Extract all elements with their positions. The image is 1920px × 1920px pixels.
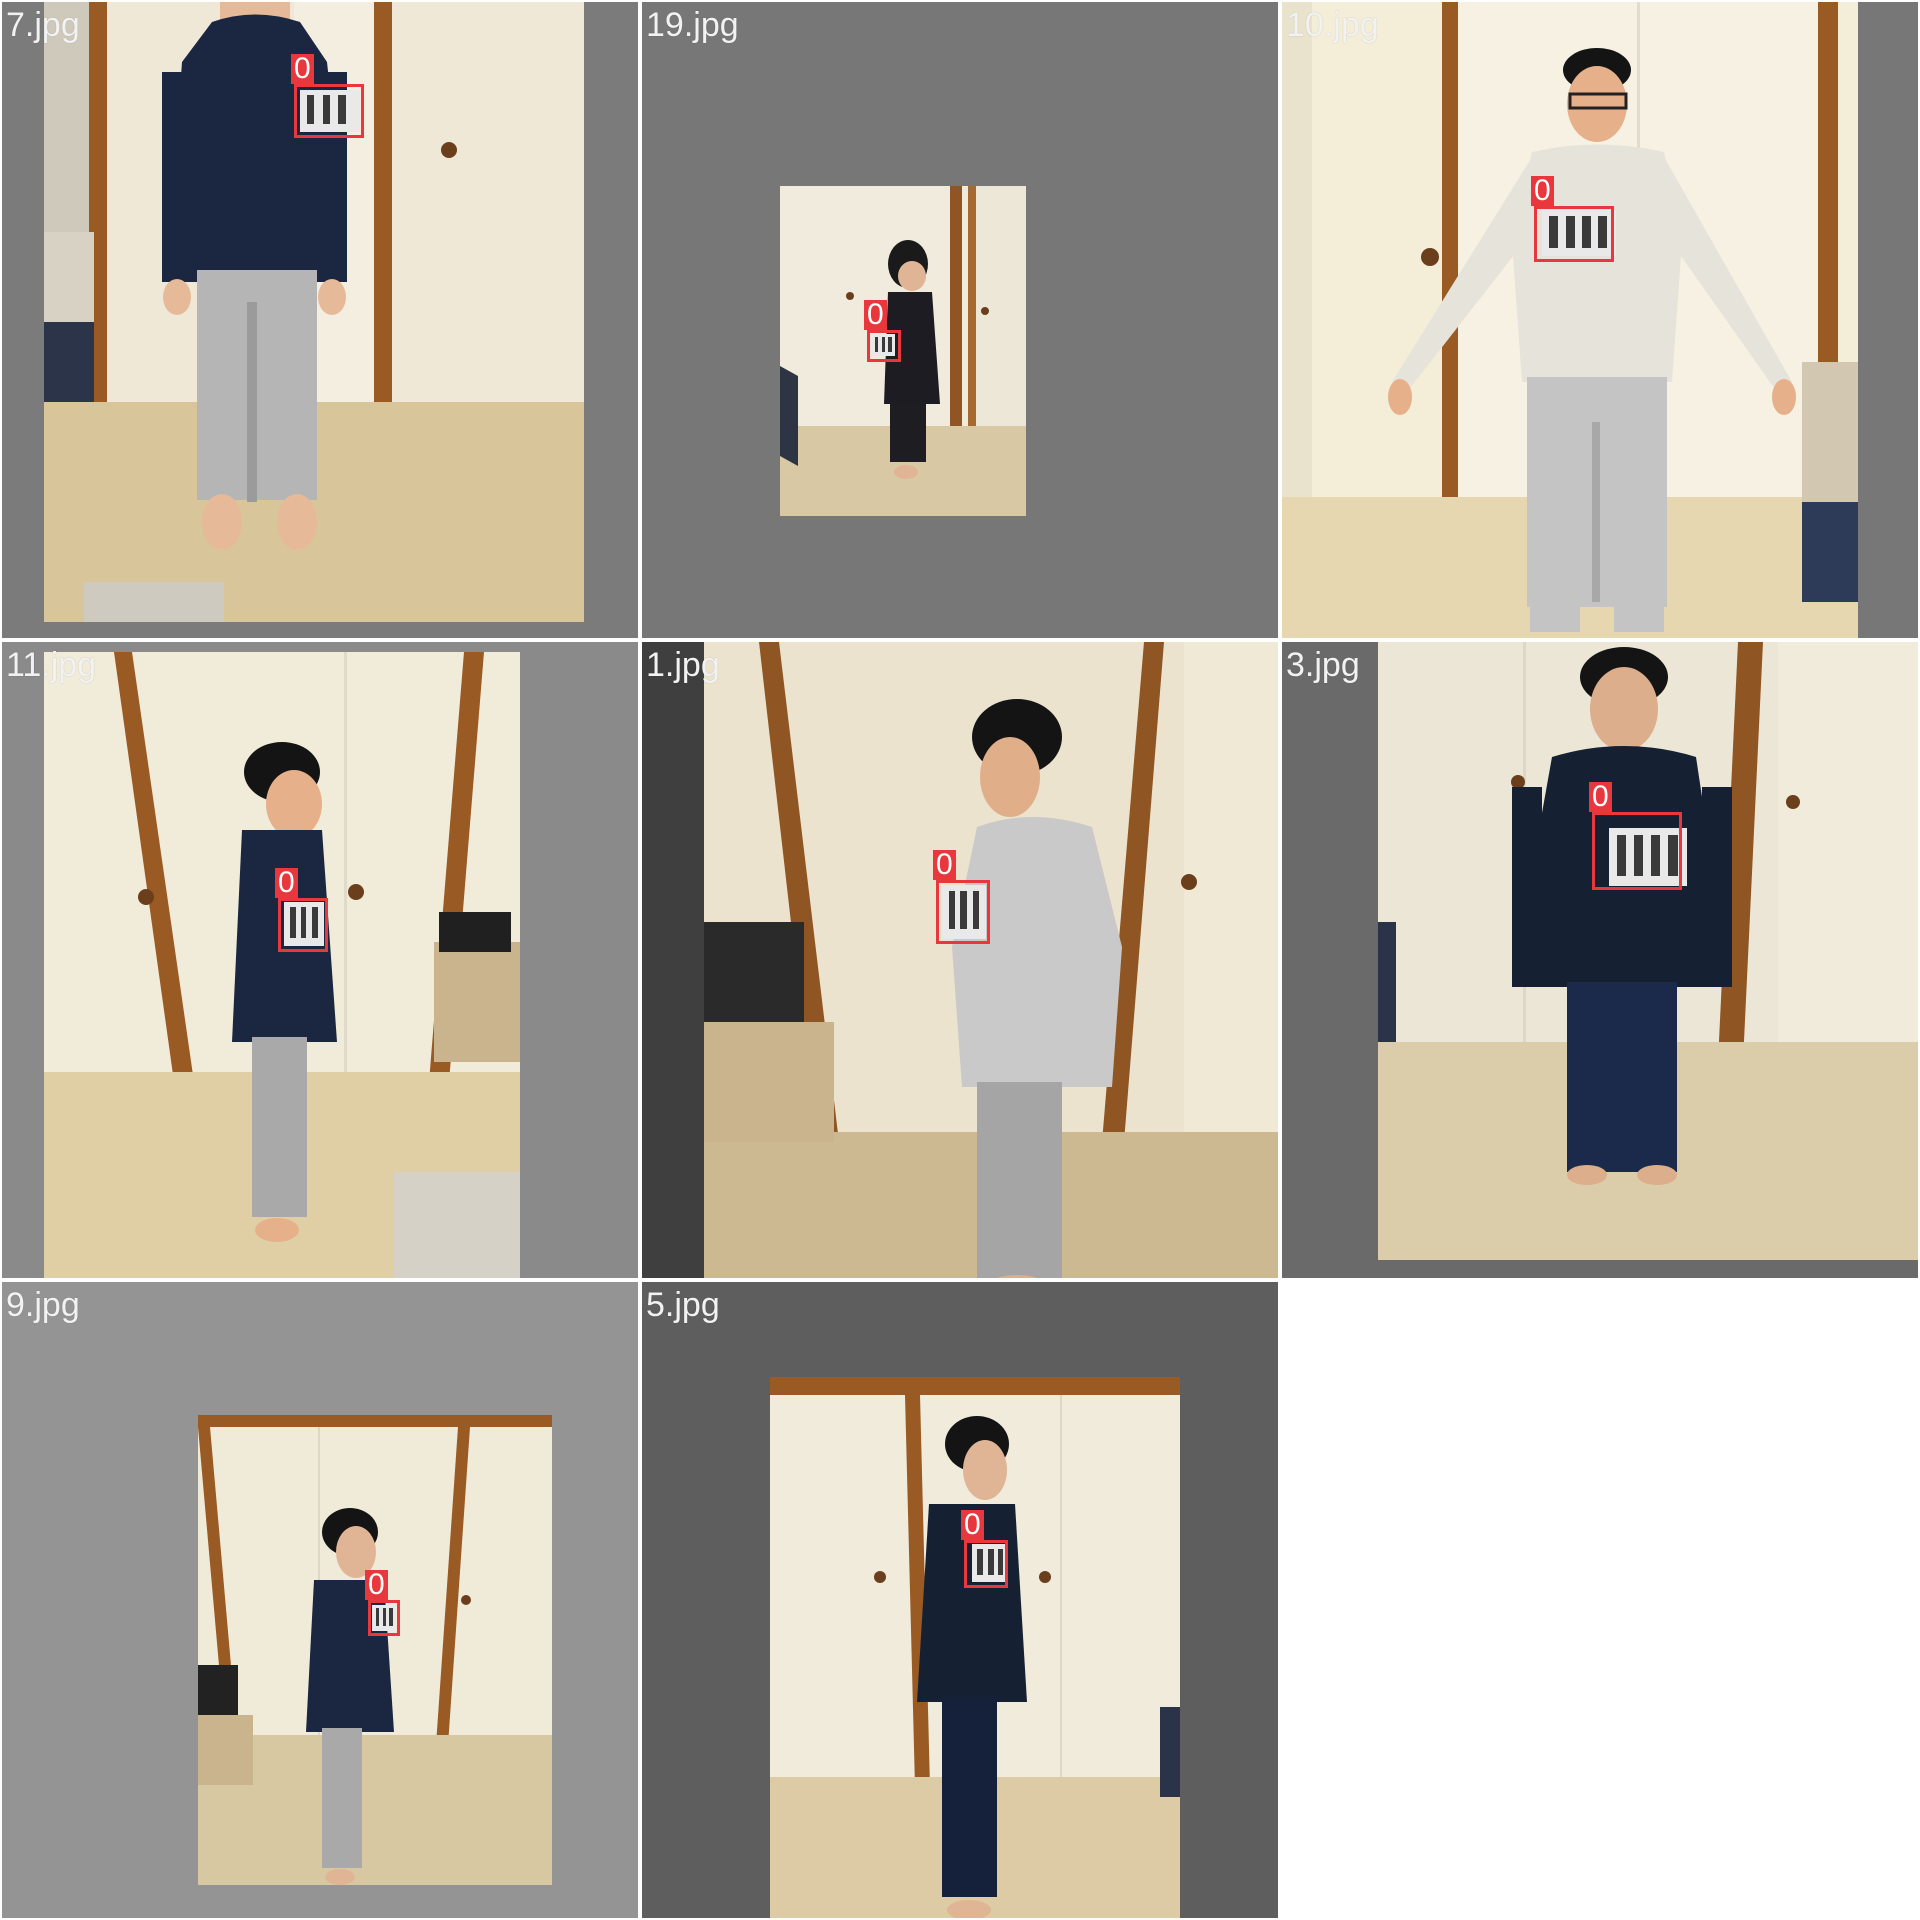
tile-filename: 7.jpg bbox=[6, 6, 80, 44]
detection-box bbox=[1534, 206, 1614, 262]
detection-box-label: 0 bbox=[365, 1570, 388, 1600]
paper-marker bbox=[300, 90, 360, 132]
detection-box-label: 0 bbox=[275, 868, 298, 898]
paper-marker bbox=[1542, 210, 1616, 256]
detection-box-label: 0 bbox=[933, 850, 956, 880]
paper-marker bbox=[972, 1544, 1008, 1582]
tile-3-jpg: 0 3.jpg bbox=[1280, 640, 1920, 1280]
person-figure bbox=[917, 1416, 1027, 1918]
tile-filename: 11.jpg bbox=[6, 646, 97, 684]
tile-1-jpg: 0 1.jpg bbox=[640, 640, 1280, 1280]
detection-box-label: 0 bbox=[864, 300, 887, 330]
empty-tile bbox=[1280, 1280, 1920, 1920]
tile-10-jpg: 0 10.jpg bbox=[1280, 0, 1920, 640]
tile-filename: 9.jpg bbox=[6, 1286, 80, 1324]
tile-9-jpg: 0 9.jpg bbox=[0, 1280, 640, 1920]
tile-11-jpg: 0 11.jpg bbox=[0, 640, 640, 1280]
tile-filename: 3.jpg bbox=[1286, 646, 1360, 684]
tile-5-jpg: 0 5.jpg bbox=[640, 1280, 1280, 1920]
detection-box bbox=[1592, 812, 1682, 890]
tile-filename: 5.jpg bbox=[646, 1286, 720, 1324]
detection-box-label: 0 bbox=[1531, 176, 1554, 206]
person-figure bbox=[306, 1508, 394, 1885]
paper-marker bbox=[871, 334, 895, 356]
detection-box-label: 0 bbox=[1589, 782, 1612, 812]
detection-box bbox=[368, 1600, 400, 1636]
paper-marker bbox=[1609, 828, 1687, 886]
detection-box-label: 0 bbox=[291, 54, 314, 84]
detection-box-label: 0 bbox=[961, 1510, 984, 1540]
person-figure bbox=[884, 240, 940, 479]
paper-marker bbox=[372, 1605, 396, 1631]
tile-19-jpg: 0 19.jpg bbox=[640, 0, 1280, 640]
person-figure bbox=[952, 699, 1122, 1278]
tile-7-jpg: 0 7.jpg bbox=[0, 0, 640, 640]
person-figure bbox=[1388, 48, 1796, 632]
detection-box bbox=[294, 84, 364, 138]
tile-filename: 1.jpg bbox=[646, 646, 720, 684]
tile-filename: 19.jpg bbox=[646, 6, 739, 44]
detection-box bbox=[278, 898, 328, 952]
person-figure bbox=[232, 742, 337, 1242]
detection-box bbox=[867, 330, 901, 362]
tile-filename: 10.jpg bbox=[1286, 6, 1379, 44]
paper-marker bbox=[942, 885, 986, 939]
detection-box bbox=[936, 880, 990, 944]
person-figure bbox=[1512, 647, 1732, 1185]
detection-box bbox=[964, 1540, 1008, 1588]
paper-marker bbox=[284, 902, 324, 946]
